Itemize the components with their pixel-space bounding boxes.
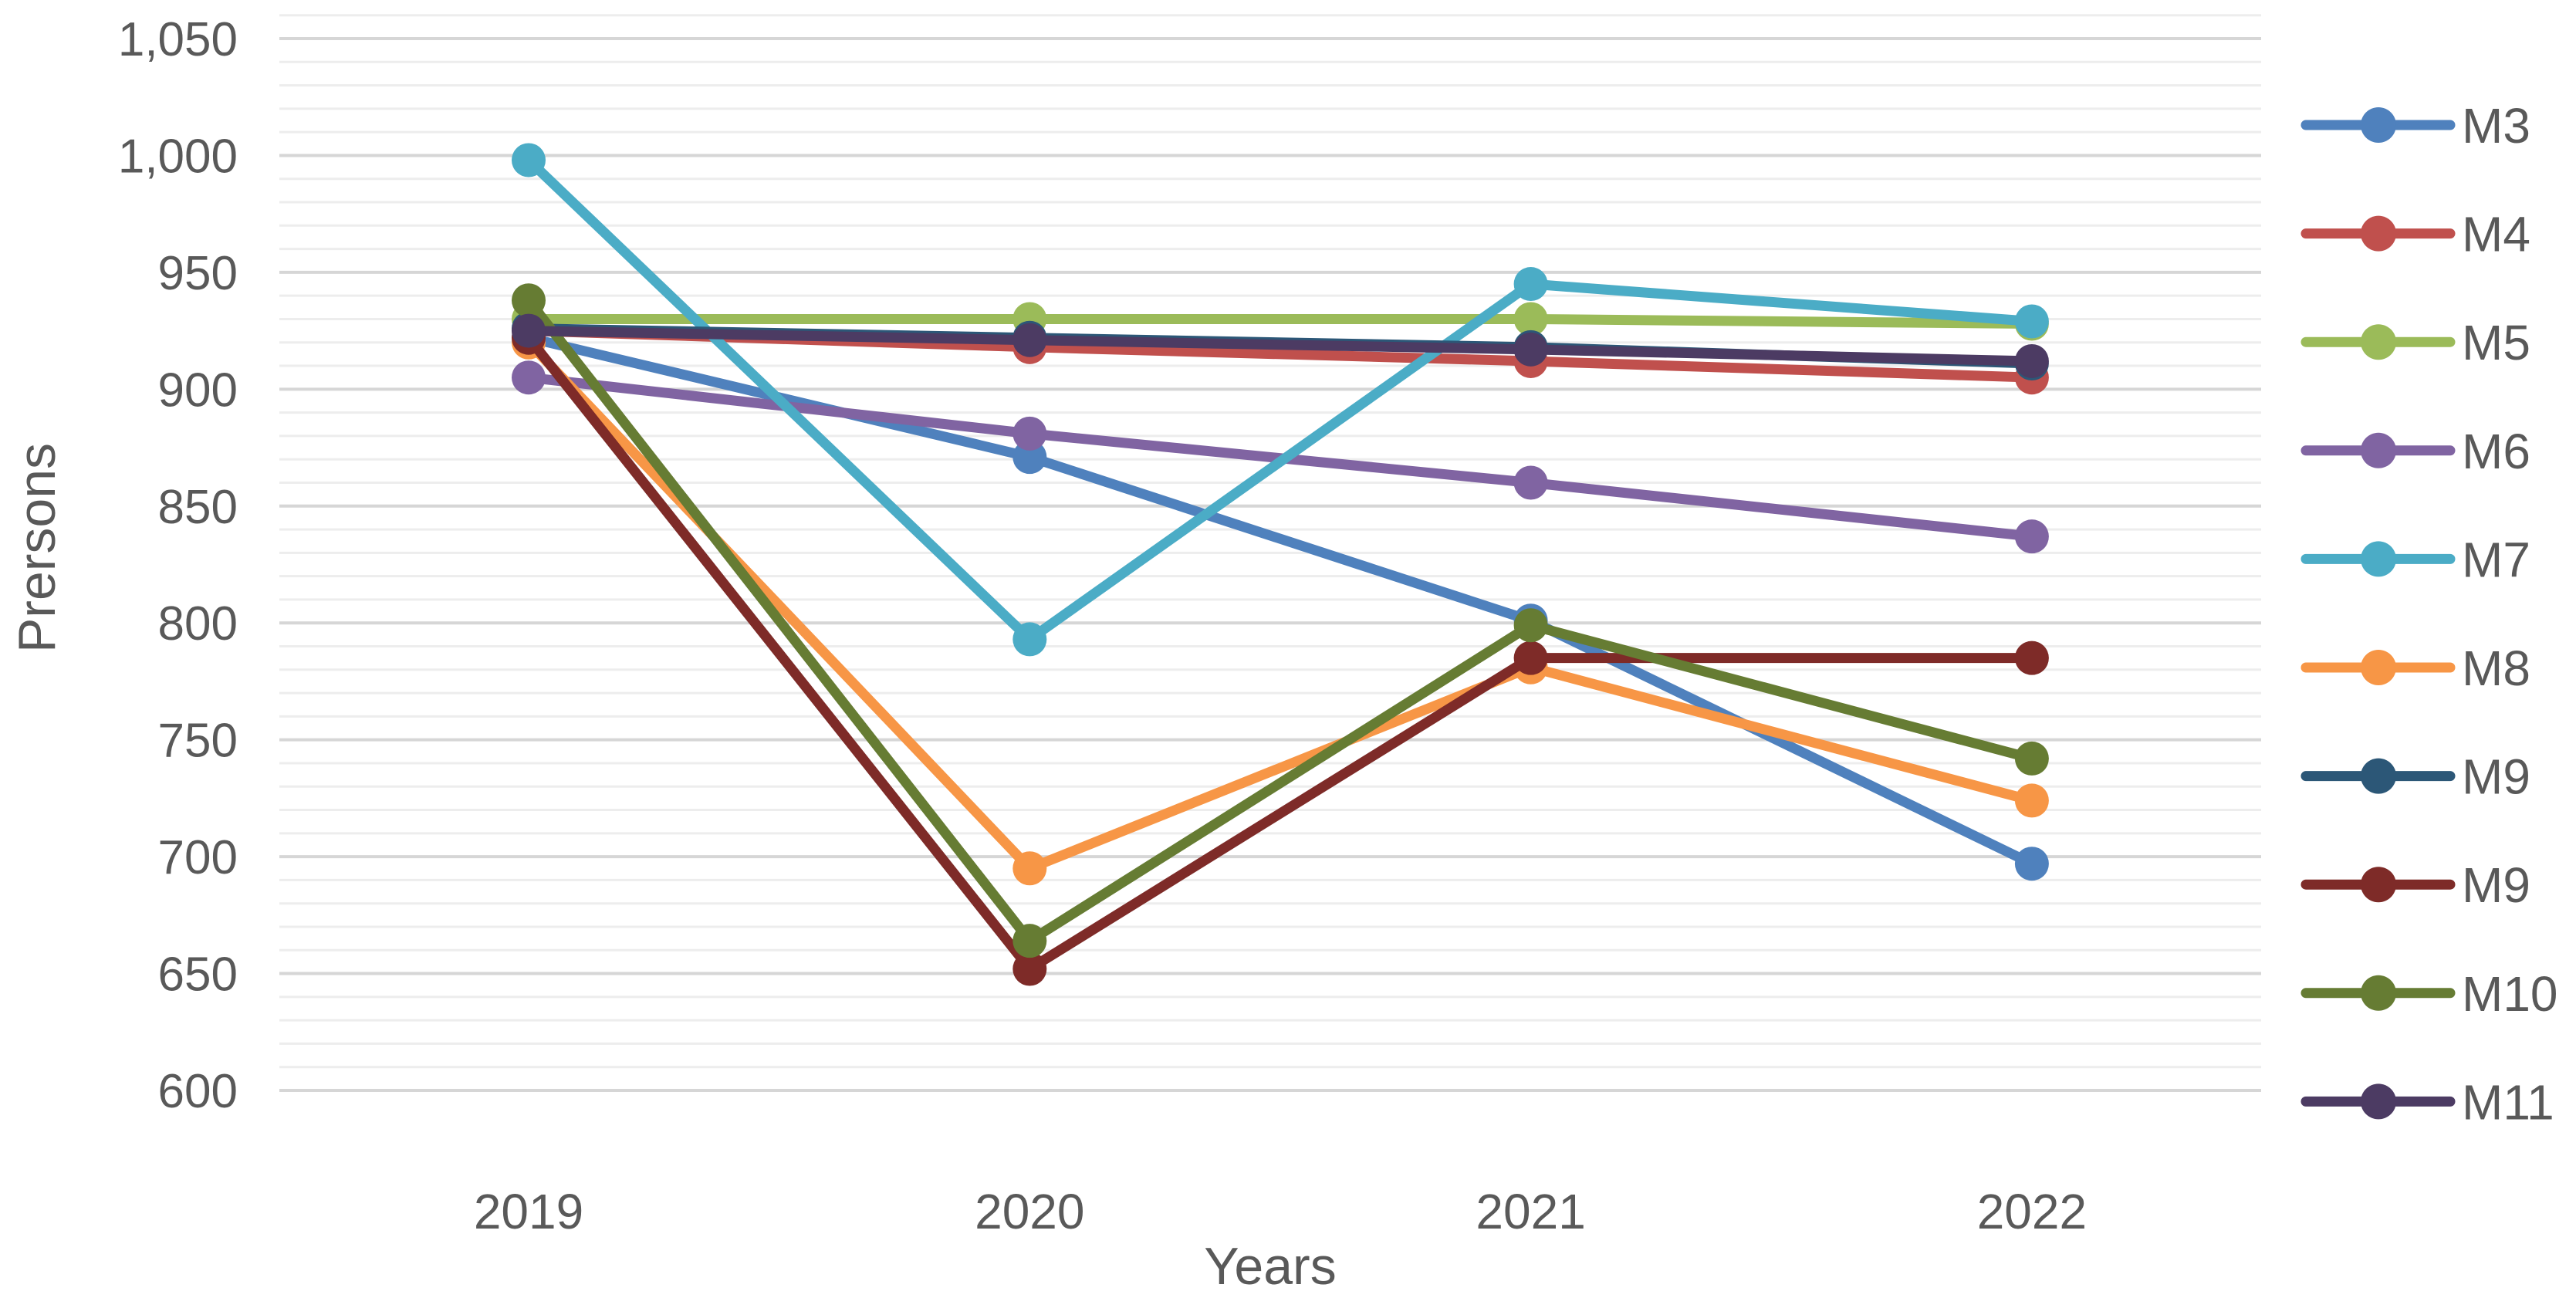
legend-marker-M4-1 — [2361, 215, 2396, 252]
x-tick-label: 2019 — [474, 1184, 583, 1239]
series-line-M8-5 — [523, 337, 2037, 874]
legend-marker-M11-9 — [2361, 1083, 2396, 1120]
y-tick-label: 800 — [158, 597, 238, 651]
data-point-M8-2020 — [1012, 851, 1047, 886]
data-point-M11-2022 — [2014, 343, 2049, 378]
series-line-M7-4 — [523, 155, 2037, 644]
x-tick-label: 2021 — [1476, 1184, 1585, 1239]
y-tick-label: 850 — [158, 481, 238, 534]
x-axis-title: Years — [1204, 1237, 1337, 1296]
data-point-M6-2019 — [512, 360, 546, 395]
y-tick-label: 900 — [158, 363, 238, 417]
y-tick-label: 1,000 — [118, 130, 238, 183]
data-point-M6-2022 — [2014, 519, 2049, 554]
data-point-M7-2019 — [512, 143, 546, 177]
data-point-M7-2022 — [2014, 304, 2049, 339]
x-tick-label: 2022 — [1977, 1184, 2087, 1239]
y-tick-label: 700 — [158, 831, 238, 884]
data-point-M6-2021 — [1513, 465, 1548, 500]
y-tick-label: 650 — [158, 948, 238, 1002]
data-point-M6-2020 — [1012, 416, 1047, 451]
y-axis-title: Prersons — [8, 442, 66, 654]
legend-marker-M10-8 — [2361, 975, 2396, 1011]
series-line-M11-9 — [523, 326, 2037, 367]
data-point-M9-2020 — [1012, 952, 1047, 986]
legend-marker-M6-3 — [2361, 432, 2396, 468]
y-tick-label: 750 — [158, 715, 238, 768]
legend-label-M9-6: M9 — [2462, 749, 2530, 805]
legend-marker-M9-6 — [2361, 758, 2396, 794]
data-point-M7-2021 — [1513, 267, 1548, 302]
legend-label-M11-9: M11 — [2462, 1074, 2554, 1130]
data-point-M3-2020 — [1012, 440, 1047, 475]
data-point-M11-2019 — [512, 313, 546, 348]
legend-label-M4-1: M4 — [2462, 207, 2530, 262]
legend-label-M8-5: M8 — [2462, 641, 2530, 696]
data-point-M10-2022 — [2014, 741, 2049, 776]
legend-label-M9-7: M9 — [2462, 857, 2530, 913]
legend-label-M7-4: M7 — [2462, 532, 2530, 587]
legend-label-M6-3: M6 — [2462, 424, 2530, 479]
legend-marker-M9-7 — [2361, 867, 2396, 903]
legend-label-M3-0: M3 — [2462, 98, 2530, 154]
data-point-M9-2022 — [2014, 641, 2049, 675]
y-tick-label: 950 — [158, 247, 238, 300]
y-tick-label: 600 — [158, 1065, 238, 1118]
legend-marker-M5-2 — [2361, 324, 2396, 360]
legend-marker-M7-4 — [2361, 541, 2396, 577]
legend-label-M5-2: M5 — [2462, 315, 2530, 370]
data-point-M11-2020 — [1012, 323, 1047, 357]
data-point-M7-2020 — [1012, 622, 1047, 657]
series-line-M9-7 — [523, 333, 2037, 974]
x-tick-label: 2020 — [975, 1184, 1084, 1239]
y-tick-label: 1,050 — [118, 13, 238, 66]
legend-marker-M8-5 — [2361, 650, 2396, 685]
data-point-M10-2020 — [1012, 924, 1047, 958]
data-point-M8-2022 — [2014, 783, 2049, 818]
legend-label-M10-8: M10 — [2462, 966, 2558, 1022]
data-point-M11-2021 — [1513, 332, 1548, 367]
data-point-M9-2021 — [1513, 641, 1548, 675]
data-point-M10-2019 — [512, 283, 546, 318]
legend-marker-M3-0 — [2361, 107, 2396, 143]
series-line-M10-8 — [523, 295, 2037, 946]
data-point-M10-2021 — [1513, 608, 1548, 643]
data-point-M3-2022 — [2014, 847, 2049, 881]
series-line-M5-2 — [523, 313, 2037, 330]
data-point-M5-2021 — [1513, 302, 1548, 336]
